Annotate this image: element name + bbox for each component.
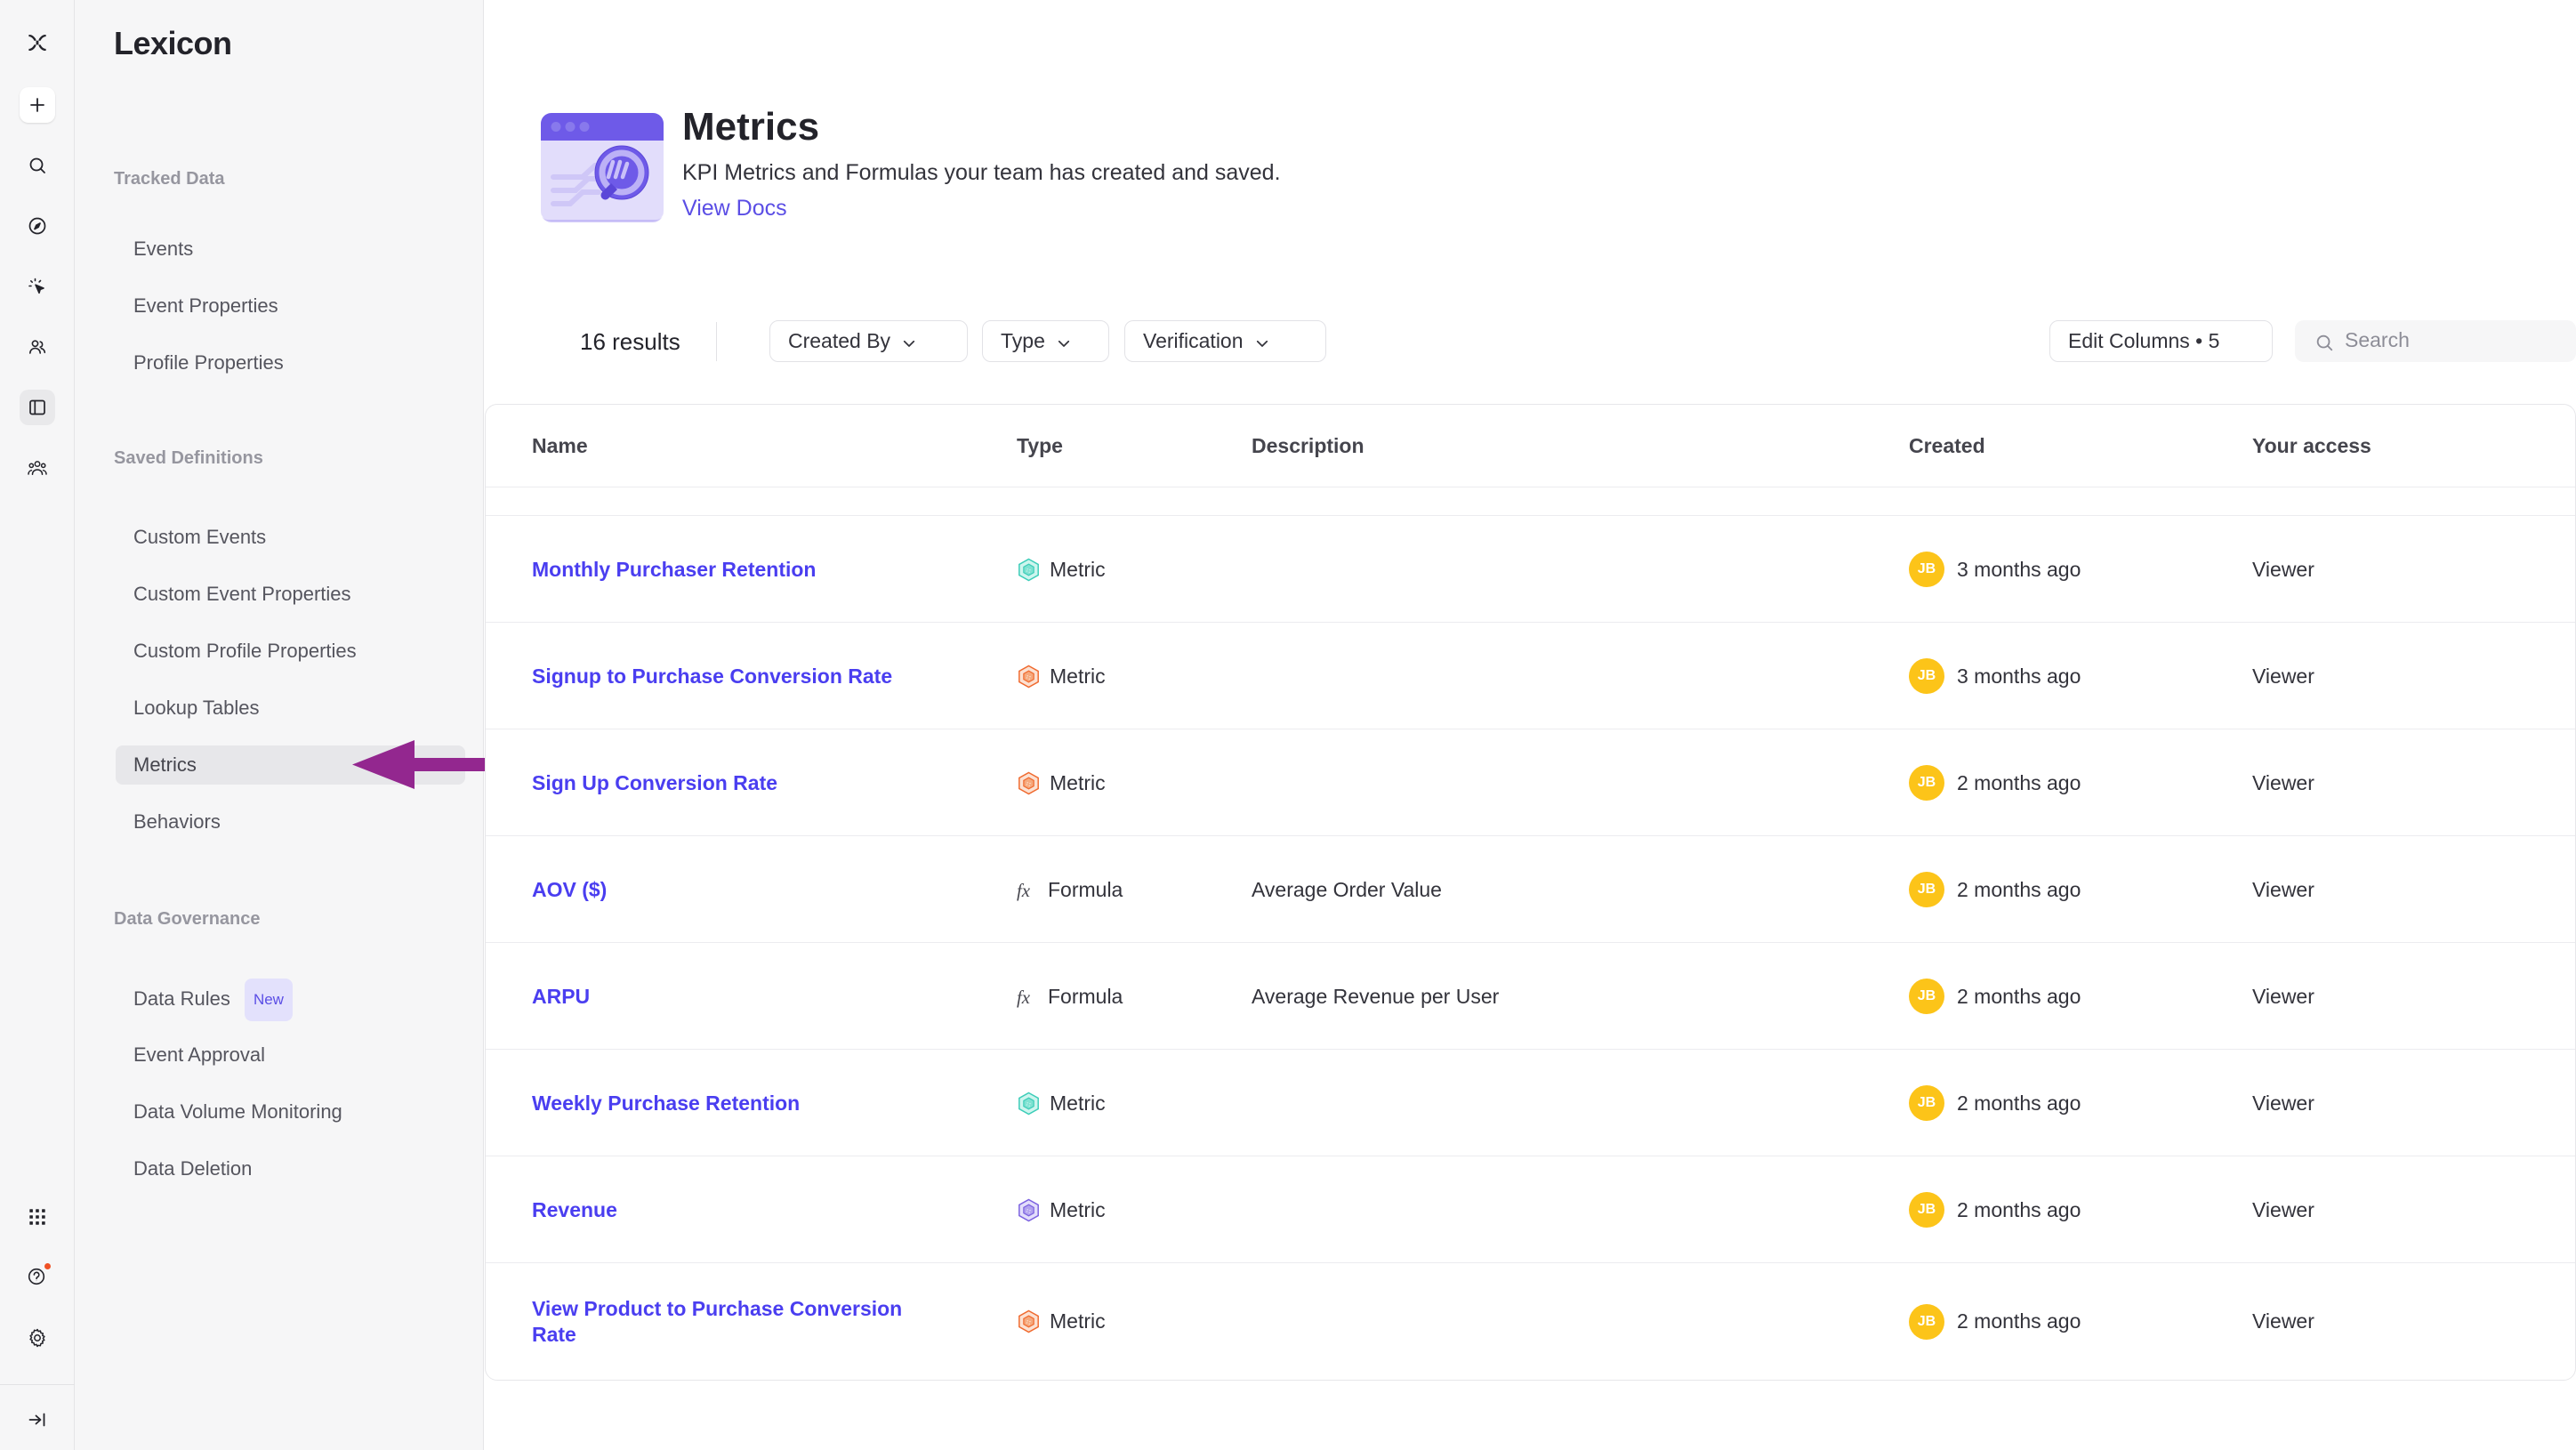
svg-text:fx: fx	[1017, 986, 1031, 1007]
svg-text:fx: fx	[1017, 879, 1031, 900]
